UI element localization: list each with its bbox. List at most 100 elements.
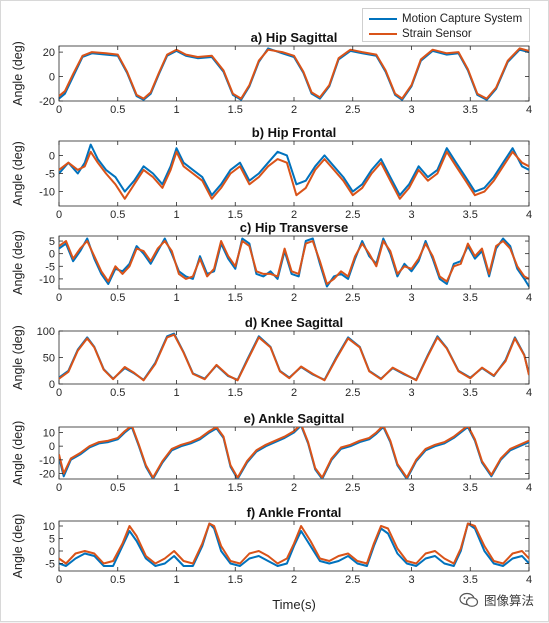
y-tick-label: 5	[49, 236, 55, 248]
legend: Motion Capture System Strain Sensor	[362, 8, 530, 42]
x-tick-label: 3	[408, 209, 414, 221]
x-tick-label: 1.5	[228, 104, 243, 116]
x-tick-label: 2	[291, 387, 297, 399]
y-tick-label: 5	[49, 534, 55, 546]
x-tick-label: 3	[408, 104, 414, 116]
x-tick-label: 2	[291, 482, 297, 494]
y-tick-label: 20	[43, 47, 55, 59]
x-tick-label: 3	[408, 292, 414, 304]
x-tick-label: 3	[408, 574, 414, 586]
y-tick-label: 0	[49, 379, 55, 391]
series-line-motion-capture	[59, 522, 529, 567]
panel-1: 0 0.5 1 1.5 2 2.5 3 3.5 4 -10 -5 0 b) Hip Frontal Ang…	[11, 125, 532, 221]
y-tick-label: -10	[39, 455, 55, 467]
x-tick-label: 1	[173, 104, 179, 116]
y-axis-label: Angle (deg)	[11, 325, 25, 390]
legend-label-motion-capture: Motion Capture System	[402, 12, 523, 25]
legend-swatch-strain-sensor	[369, 32, 397, 35]
x-tick-label: 0.5	[110, 292, 125, 304]
x-tick-label: 2.5	[345, 482, 360, 494]
series-line-strain-sensor	[59, 427, 529, 479]
x-tick-label: 1	[173, 209, 179, 221]
watermark: 图像算法	[459, 590, 534, 609]
y-axis-label: Angle (deg)	[11, 514, 25, 579]
x-tick-label: 4	[526, 482, 532, 494]
x-tick-label: 1	[173, 574, 179, 586]
x-tick-label: 0	[56, 104, 62, 116]
y-axis-label: Angle (deg)	[11, 230, 25, 295]
x-tick-label: 3.5	[463, 574, 478, 586]
y-tick-label: 10	[43, 427, 55, 439]
legend-swatch-motion-capture	[369, 17, 397, 20]
x-tick-label: 3.5	[463, 292, 478, 304]
x-tick-label: 0	[56, 292, 62, 304]
x-tick-label: 2.5	[345, 387, 360, 399]
x-tick-label: 0	[56, 482, 62, 494]
panel-title: d) Knee Sagittal	[245, 315, 343, 330]
x-tick-label: 3.5	[463, 482, 478, 494]
plot-area	[58, 330, 530, 385]
x-tick-label: 0.5	[110, 387, 125, 399]
x-tick-label: 4	[526, 387, 532, 399]
plot-area	[58, 235, 530, 290]
panel-title: f) Ankle Frontal	[247, 505, 342, 520]
panel-3: 0 0.5 1 1.5 2 2.5 3 3.5 4 0 50 100 d) Knee Sagittal A…	[11, 315, 532, 399]
y-tick-label: 0	[49, 441, 55, 453]
wechat-icon	[459, 592, 479, 607]
x-tick-label: 2	[291, 209, 297, 221]
x-tick-label: 0.5	[110, 104, 125, 116]
x-tick-label: 1.5	[228, 292, 243, 304]
series-line-strain-sensor	[59, 47, 529, 100]
series-line-strain-sensor	[59, 333, 529, 382]
y-tick-label: 50	[43, 353, 55, 365]
x-tick-label: 3.5	[463, 209, 478, 221]
legend-item-motion-capture: Motion Capture System	[369, 11, 522, 26]
x-tick-label: 0.5	[110, 574, 125, 586]
y-tick-label: 100	[37, 326, 55, 338]
x-tick-label: 2	[291, 104, 297, 116]
series-line-strain-sensor	[59, 522, 529, 565]
x-tick-label: 4	[526, 292, 532, 304]
legend-item-strain-sensor: Strain Sensor	[369, 26, 472, 41]
x-tick-label: 2	[291, 574, 297, 586]
series-line-strain-sensor	[59, 240, 529, 285]
y-tick-label: 0	[49, 150, 55, 162]
x-axis-label: Time(s)	[272, 597, 316, 612]
series-line-motion-capture	[59, 143, 529, 197]
x-tick-label: 1.5	[228, 574, 243, 586]
y-tick-label: -20	[39, 469, 55, 481]
y-tick-label: 0	[49, 546, 55, 558]
y-tick-label: 10	[43, 521, 55, 533]
x-tick-label: 0.5	[110, 482, 125, 494]
x-tick-label: 1	[173, 482, 179, 494]
x-tick-label: 3.5	[463, 104, 478, 116]
x-tick-label: 3	[408, 482, 414, 494]
x-tick-label: 3.5	[463, 387, 478, 399]
x-tick-label: 2	[291, 292, 297, 304]
x-tick-label: 1	[173, 292, 179, 304]
x-tick-label: 3	[408, 387, 414, 399]
panel-4: 0 0.5 1 1.5 2 2.5 3 3.5 4 -20 -10 0 10 e) Ankle Sagit…	[11, 411, 532, 494]
x-tick-label: 1	[173, 387, 179, 399]
y-tick-label: 0	[49, 249, 55, 261]
y-tick-label: -5	[45, 169, 55, 181]
x-tick-label: 0.5	[110, 209, 125, 221]
y-axis-label: Angle (deg)	[11, 421, 25, 486]
panel-title: a) Hip Sagittal	[251, 30, 338, 45]
y-axis-label: Angle (deg)	[11, 41, 25, 106]
watermark-text: 图像算法	[484, 594, 535, 608]
y-axis-label: Angle (deg)	[11, 141, 25, 206]
x-tick-label: 0	[56, 209, 62, 221]
series-line-strain-sensor	[59, 150, 529, 200]
x-tick-label: 0	[56, 387, 62, 399]
x-tick-label: 0	[56, 574, 62, 586]
plot-area	[58, 140, 530, 207]
x-tick-label: 4	[526, 104, 532, 116]
y-tick-label: 0	[49, 72, 55, 84]
x-tick-label: 2.5	[345, 104, 360, 116]
x-tick-label: 2.5	[345, 292, 360, 304]
y-tick-label: -10	[39, 274, 55, 286]
